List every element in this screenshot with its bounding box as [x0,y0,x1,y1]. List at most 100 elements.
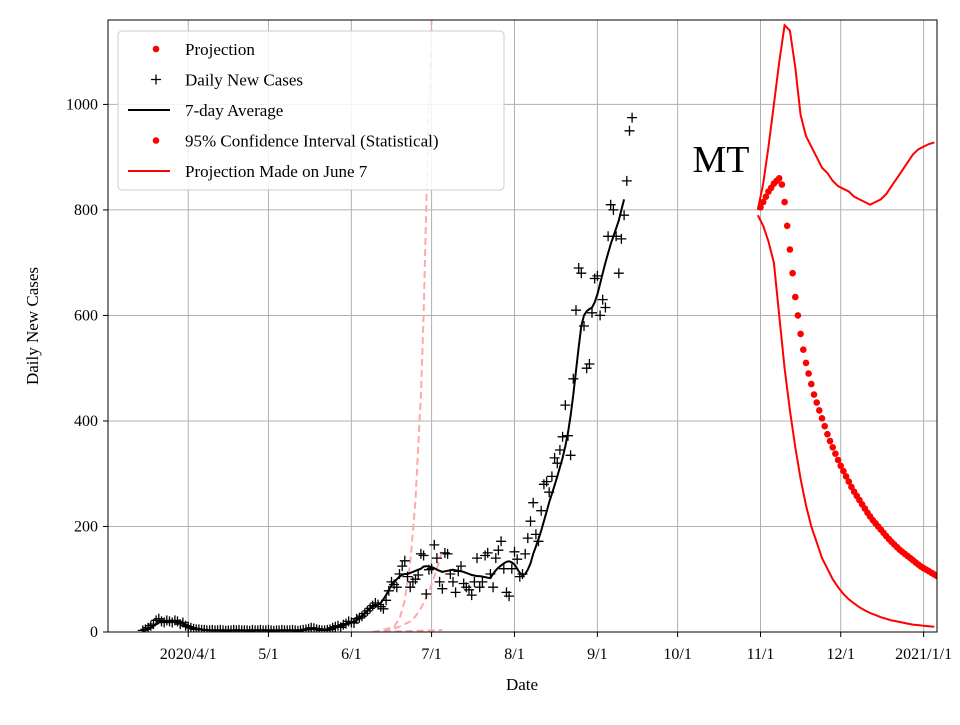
legend-dot-marker [152,45,160,53]
projection-point [797,330,804,338]
daily-case-point [402,571,413,582]
daily-case-point [611,231,622,242]
daily-case-point [544,487,555,498]
legend-box [117,30,505,191]
daily-case-point [490,553,501,564]
projection-point [781,198,788,206]
daily-case-point [552,458,563,469]
projection-point [802,359,810,367]
x-tick-label: 5/1 [258,646,278,663]
daily-case-point [522,533,533,544]
daily-case-point [488,582,499,593]
daily-case-point [448,576,458,587]
daily-case-point [597,294,608,305]
daily-case-point [536,505,547,516]
daily-case-point [477,576,488,587]
x-tick-label: 9/1 [587,646,607,663]
projection-point [810,391,818,398]
daily-case-point [512,554,523,565]
daily-case-point [413,570,424,580]
daily-case-point [627,112,638,123]
daily-case-point [453,566,464,577]
daily-case-point [394,569,405,579]
state-annotation: MT [693,139,750,181]
projection-point [845,478,853,485]
projection-point [821,422,828,430]
x-tick-label: 6/1 [341,646,361,663]
daily-case-point [509,546,520,557]
daily-case-point [397,561,408,572]
daily-case-point [493,545,504,556]
daily-case-point [533,536,544,547]
projection-point [800,346,807,354]
y-tick-label: 0 [90,624,98,641]
daily-case-point [381,595,392,606]
daily-case-point [557,431,568,442]
daily-case-point [595,310,606,321]
daily-case-point [180,620,191,631]
daily-case-point [621,175,632,186]
daily-case-point [137,625,148,632]
projection-point [842,473,850,480]
x-tick-label: 2021/1/1 [895,646,952,663]
projection-point [933,572,937,580]
y-tick-label: 600 [74,307,98,324]
y-tick-label: 400 [74,413,98,430]
y-tick-label: 800 [74,202,98,219]
y-axis-ticks: 0 200 400 600 800 1000 [66,96,108,641]
daily-case-point [563,430,573,441]
projection-point [762,193,770,200]
projection-point [816,407,823,414]
projection-point [786,246,794,253]
legend-label: Daily New Cases [185,71,303,90]
legend-label: 7-day Average [185,101,283,120]
daily-case-point [571,305,581,316]
daily-case-point [579,321,589,331]
legend-dot-marker [152,137,160,144]
projection-point [848,483,855,491]
daily-case-point [584,359,595,369]
y-axis-label: Daily New Cases [23,267,42,385]
projection-point [794,312,802,319]
daily-case-point [560,400,571,411]
daily-case-point [399,555,410,566]
daily-case-point [549,452,560,463]
projection-point [792,293,799,301]
daily-case-point [608,204,619,215]
projection-point [778,181,786,188]
legend-label: Projection Made on June 7 [185,162,368,181]
x-tick-label: 7/1 [421,646,441,663]
x-tick-label: 12/1 [827,646,855,663]
daily-case-point [383,585,394,596]
daily-case-point [464,584,474,595]
projection-point [805,370,812,377]
projection-point [808,380,815,388]
daily-case-point [480,550,491,561]
daily-case-point [504,591,515,602]
daily-case-point [506,563,517,574]
daily-case-point [474,582,485,593]
projection-point [759,198,767,206]
daily-case-point [169,615,180,626]
daily-case-point [434,576,445,587]
daily-case-point [429,539,440,550]
projection-point [826,437,834,445]
x-tick-label: 11/1 [747,646,775,663]
x-tick-label: 10/1 [663,646,691,663]
daily-case-point [554,445,565,455]
projection-point [837,462,844,470]
daily-case-point [421,589,432,599]
daily-case-point [576,268,587,279]
daily-case-point [375,601,386,612]
ci-upper-line [756,23,935,211]
daily-case-point [525,516,536,527]
projection-point [832,450,839,458]
legend-label: Projection [185,40,255,59]
daily-case-point [619,210,630,221]
daily-case-point [391,582,402,593]
daily-case-point [325,624,335,632]
daily-case-point [445,569,456,579]
daily-case-point [431,553,442,564]
daily-case-point [587,307,597,318]
legend-label: 95% Confidence Interval (Statistical) [185,132,439,151]
